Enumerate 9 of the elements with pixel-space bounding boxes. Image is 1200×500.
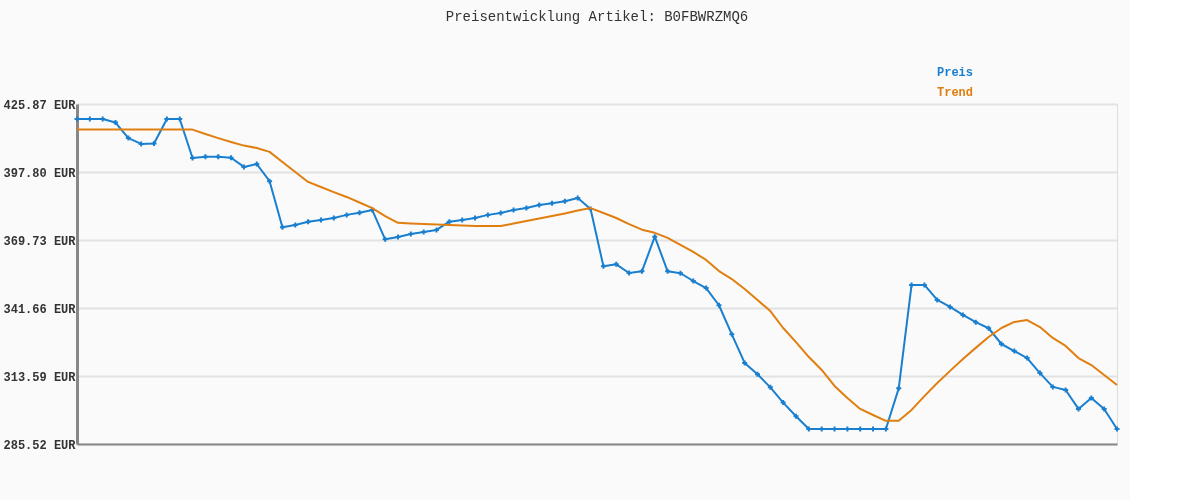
y-tick-label: 341.66 EUR — [3, 302, 77, 317]
y-tick-label: 313.59 EUR — [3, 370, 77, 385]
text: Preis — [937, 66, 974, 80]
chart-title: Preisentwicklung Artikel: B0FBWRZMQ6 — [445, 9, 749, 25]
text: Trend — [937, 86, 974, 100]
y-tick-label: 397.80 EUR — [3, 166, 77, 181]
y-tick-label: 425.87 EUR — [3, 98, 77, 113]
y-tick-label: 285.52 EUR — [3, 438, 77, 453]
y-tick-label: 369.73 EUR — [3, 234, 77, 249]
